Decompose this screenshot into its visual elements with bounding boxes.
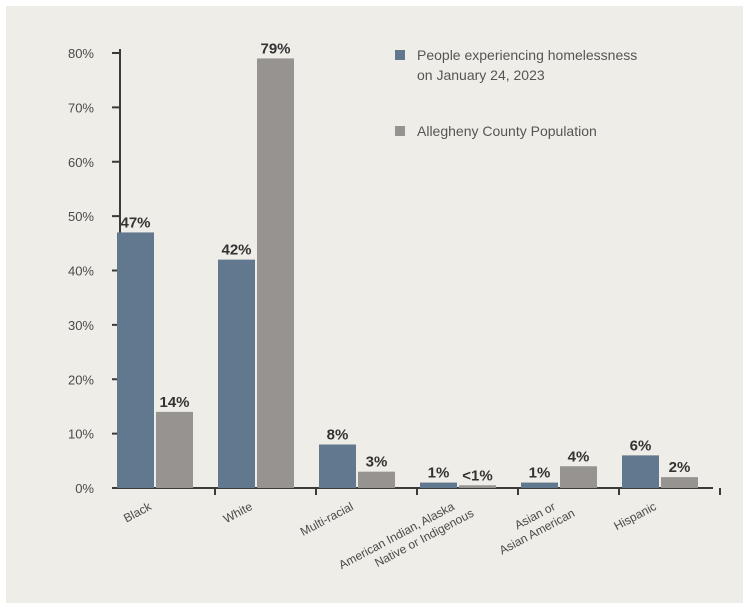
y-tick-label: 80% [68, 46, 94, 61]
bar-value-label: 3% [366, 454, 388, 471]
legend-swatch [395, 126, 405, 136]
bar-population [257, 58, 294, 488]
y-tick-label: 60% [68, 155, 94, 170]
y-tick-label: 10% [68, 427, 94, 442]
bar-value-label: 8% [327, 427, 349, 444]
bar-population [358, 471, 395, 488]
bar-value-label: 2% [669, 459, 691, 476]
chart-panel: 0% 10% 20% 30% 40% 50% 60% 70% 80% 47% 14% Black 42%… [6, 6, 743, 603]
legend-label: People experiencing homelessness [417, 47, 637, 63]
bar-value-label: 79% [260, 40, 290, 57]
bar-value-label: 4% [568, 448, 590, 465]
y-tick-label: 50% [68, 209, 94, 224]
bar-homeless [117, 232, 154, 488]
bar-value-label: 1% [428, 465, 450, 482]
y-tick-label: 40% [68, 264, 94, 279]
legend-label: on January 24, 2023 [417, 67, 545, 83]
y-tick-label: 70% [68, 100, 94, 115]
bar-homeless [521, 482, 558, 488]
legend-label: Allegheny County Population [417, 123, 597, 139]
category-label: Black [121, 499, 154, 526]
bar-homeless [420, 482, 457, 488]
legend-swatch [395, 50, 405, 60]
bar-value-label: 1% [529, 465, 551, 482]
bar-population [560, 466, 597, 488]
bar-homeless [319, 444, 356, 488]
y-tick-label: 20% [68, 372, 94, 387]
bar-population [156, 411, 193, 488]
category-label: American Indian, AlaskaNative or Indigen… [336, 493, 476, 586]
y-tick-label: 0% [75, 481, 94, 496]
category-label: White [221, 499, 255, 526]
bar-population [661, 477, 698, 488]
bar-homeless [218, 259, 255, 488]
category-label: Hispanic [611, 499, 658, 533]
category-label: Multi-racial [298, 499, 356, 539]
bar-homeless [622, 455, 659, 488]
bar-value-label: 42% [221, 242, 251, 259]
bar-value-label: 47% [120, 214, 150, 231]
bar-population [459, 485, 496, 488]
bar-value-label: <1% [462, 467, 492, 484]
y-tick-label: 30% [68, 318, 94, 333]
bar-chart: 0% 10% 20% 30% 40% 50% 60% 70% 80% 47% 14% Black 42%… [68, 40, 721, 586]
bar-value-label: 6% [630, 437, 652, 454]
bar-value-label: 14% [159, 394, 189, 411]
category-label: Asian orAsian American [490, 493, 577, 558]
